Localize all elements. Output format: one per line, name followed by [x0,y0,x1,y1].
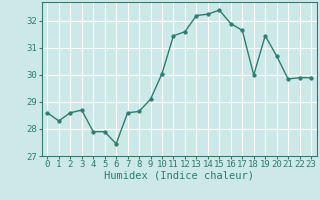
X-axis label: Humidex (Indice chaleur): Humidex (Indice chaleur) [104,171,254,181]
